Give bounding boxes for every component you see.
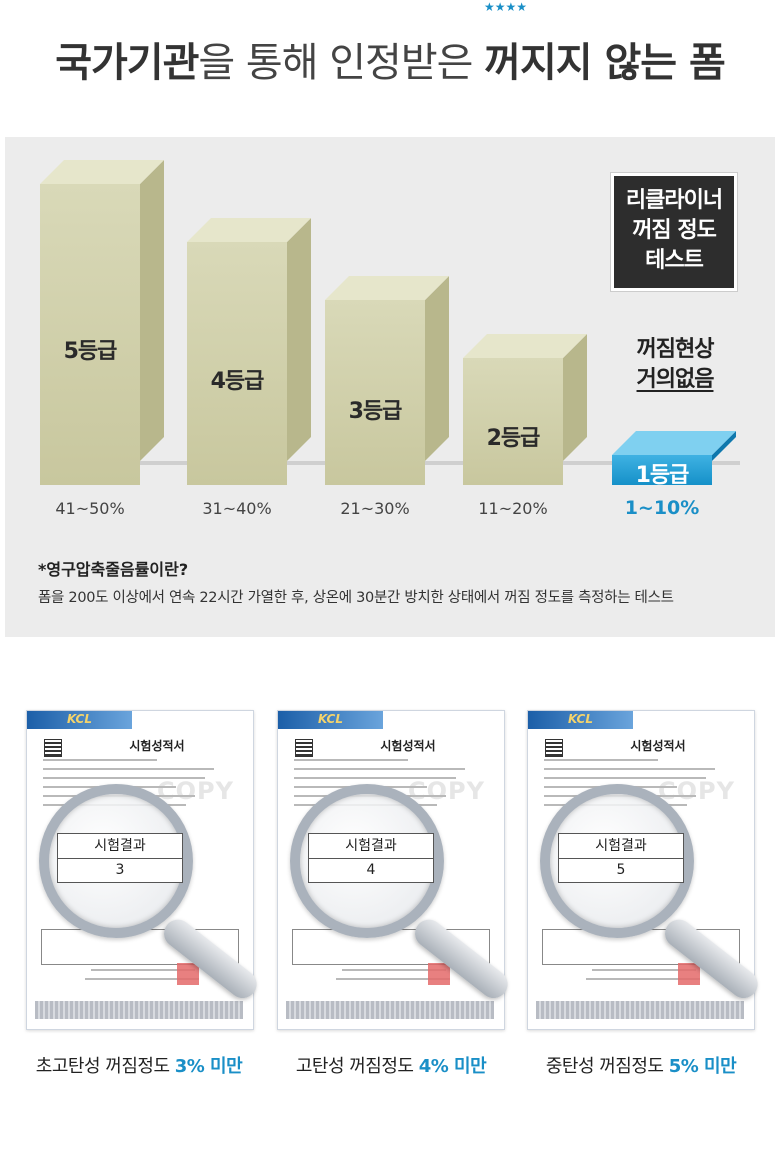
bar-range-label: 31~40% [202,499,272,518]
test-certificate: KCL 시험성적서 COPY 시험결과 4 [277,710,514,1030]
cert-date-lines [43,969,233,987]
official-seal-icon [177,963,199,985]
copy-watermark: COPY [157,777,234,805]
bar-3 [325,300,425,485]
cert-title: 시험성적서 [380,739,436,753]
no-sag-line2: 거의없음 [636,367,715,392]
result-box: 시험결과 5 [558,833,684,883]
test-title-line2: 꺼짐 정도 [632,218,717,243]
bar-1-side [140,160,164,461]
result-value: 5 [616,862,626,878]
bar-4-top [463,334,587,358]
qr-code-icon [545,739,563,757]
caption-text: 고탄성 꺼짐정도 [295,1056,419,1077]
no-sag-line1: 꺼짐현상 [636,337,715,362]
certificate-caption: 중탄성 꺼짐정도 5% 미만 [511,1052,771,1078]
result-label: 시험결과 [58,834,182,859]
caption-text: 중탄성 꺼짐정도 [545,1056,669,1077]
bar-4 [463,358,563,485]
note-title: *영구압축줄음률이란? [38,560,189,579]
test-title-line3: 테스트 [645,248,704,273]
bar-2 [187,242,287,485]
bar-4-side [563,334,587,461]
bar-grade-label: 5등급 [63,339,118,364]
caption-value: 3% 미만 [174,1056,243,1077]
cert-header-bar: KCL [278,711,383,729]
cert-header-bar: KCL [27,711,132,729]
caption-value: 5% 미만 [668,1056,737,1077]
qr-code-icon [295,739,313,757]
page-headline: 국가기관을 통해 인정받은 꺼지지 않는 폼 [0,30,780,88]
bar-1-top [40,160,164,184]
result-box: 시험결과 3 [57,833,183,883]
bar-range-label: 1~10% [624,497,700,519]
kcl-logo: KCL [568,712,593,726]
cert-footer-pattern [536,1001,744,1019]
bar-5-top [612,431,736,455]
bar-5 [612,455,712,485]
result-label: 시험결과 [559,834,683,859]
official-seal-icon [428,963,450,985]
test-certificate: KCL 시험성적서 COPY 시험결과 5 [527,710,764,1030]
bar-3-side [425,276,449,461]
result-value: 3 [115,862,125,878]
decorative-stars: ★★★★ [484,0,528,14]
bar-1 [40,184,140,485]
kcl-logo: KCL [318,712,343,726]
bar-2-side [287,218,311,461]
certificate-caption: 초고탄성 꺼짐정도 3% 미만 [9,1052,269,1078]
bar-2-top [187,218,311,242]
result-box: 시험결과 4 [308,833,434,883]
cert-title: 시험성적서 [129,739,185,753]
bar-range-label: 41~50% [55,499,125,518]
bar-range-label: 21~30% [340,499,410,518]
caption-text: 초고탄성 꺼짐정도 [35,1056,175,1077]
test-title-line1: 리클라이너 [625,188,723,213]
no-sag-label: 꺼짐현상 거의없음 [610,335,740,395]
bar-grade-label: 3등급 [348,399,403,424]
result-value: 4 [366,862,376,878]
cert-footer-pattern [286,1001,494,1019]
headline-foam: 꺼지지 않는 폼 [484,40,726,86]
cert-footer-pattern [35,1001,243,1019]
bar-grade-label: 2등급 [486,426,541,451]
bar-grade-label: 1등급 [635,463,690,488]
result-label: 시험결과 [309,834,433,859]
test-certificate: KCL 시험성적서 COPY 시험결과 3 [26,710,263,1030]
copy-watermark: COPY [658,777,735,805]
headline-agency: 국가기관 [55,40,199,86]
copy-watermark: COPY [408,777,485,805]
kcl-logo: KCL [67,712,92,726]
test-title-box: 리클라이너 꺼짐 정도 테스트 [611,173,737,291]
cert-date-lines [544,969,734,987]
caption-value: 4% 미만 [418,1056,487,1077]
cert-title: 시험성적서 [630,739,686,753]
headline-middle: 을 통해 인정받은 [198,40,485,86]
bar-range-label: 11~20% [478,499,548,518]
cert-date-lines [294,969,484,987]
bar-3-top [325,276,449,300]
cert-header-bar: KCL [528,711,633,729]
note-body: 폼을 200도 이상에서 연속 22시간 가열한 후, 상온에 30분간 방치한… [38,590,674,606]
official-seal-icon [678,963,700,985]
qr-code-icon [44,739,62,757]
bar-grade-label: 4등급 [210,369,265,394]
certificate-caption: 고탄성 꺼짐정도 4% 미만 [261,1052,521,1078]
